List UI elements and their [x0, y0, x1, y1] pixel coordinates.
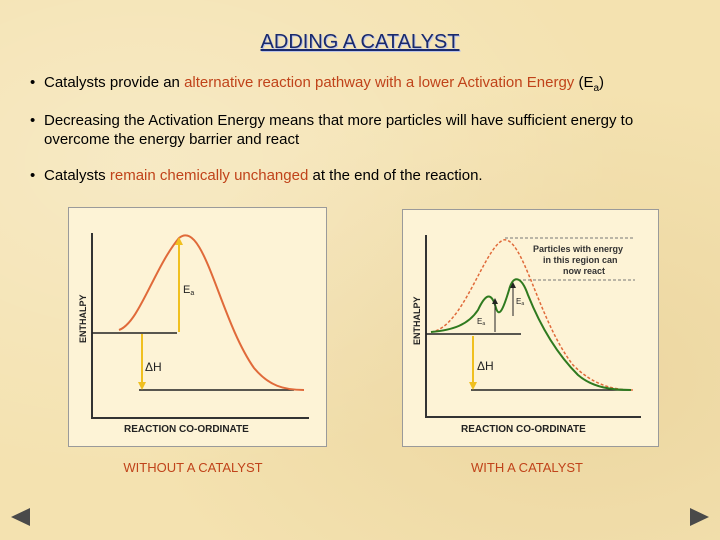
highlight-text: remain chemically unchanged	[109, 167, 309, 184]
x-axis-label: REACTION CO-ORDINATE	[124, 424, 249, 435]
ea-second-arrow-head	[510, 282, 516, 288]
bullet-1: • Catalysts provide an alternative react…	[30, 74, 605, 94]
x-axis-label: REACTION CO-ORDINATE	[461, 424, 586, 435]
highlight-text: alternative reaction pathway with a lowe…	[184, 74, 575, 91]
dh-label: ΔH	[477, 359, 494, 373]
diagram-without-catalyst: ENTHALPY REACTION CO-ORDINATE Ea ΔH	[68, 207, 327, 447]
energy-profile-uncatalysed: ENTHALPY REACTION CO-ORDINATE Ea ΔH	[78, 233, 309, 435]
y-axis-label: ENTHALPY	[412, 296, 422, 345]
note-line-3: now react	[563, 266, 605, 276]
ea-label-second: Ea	[516, 297, 524, 307]
dh-arrow-head	[469, 382, 477, 390]
bullet-dot: •	[30, 74, 36, 91]
ea-arrow-head	[175, 237, 183, 245]
catalysed-curve	[430, 278, 632, 391]
bullet-2: • Decreasing the Activation Energy means…	[30, 112, 634, 148]
triangle-left-icon[interactable]	[11, 508, 30, 526]
slide-title: ADDING A CATALYST	[260, 31, 460, 53]
dh-label: ΔH	[145, 360, 162, 374]
ea-small-arrow-head	[492, 298, 498, 304]
energy-profile-catalysed: ENTHALPY REACTION CO-ORDINATE Ea Ea ΔH P…	[412, 235, 641, 435]
diagram-with-catalyst: ENTHALPY REACTION CO-ORDINATE Ea Ea ΔH P…	[402, 209, 659, 447]
bullet-dot: •	[30, 112, 36, 129]
bullet-dot: •	[30, 167, 36, 184]
note-line-1: Particles with energy	[533, 244, 623, 254]
uncatalysed-curve-dashed	[430, 239, 634, 391]
uncatalysed-curve	[118, 234, 305, 391]
triangle-right-icon[interactable]	[690, 508, 709, 526]
bullet-3: • Catalysts remain chemically unchanged …	[30, 167, 483, 184]
ea-label: Ea	[183, 284, 194, 297]
dh-arrow-head	[138, 382, 146, 390]
y-axis-label: ENTHALPY	[78, 294, 88, 343]
caption-without-catalyst: WITHOUT A CATALYST	[123, 460, 263, 475]
ea-label-catalysed: Ea	[477, 317, 485, 327]
caption-with-catalyst: WITH A CATALYST	[471, 460, 583, 475]
note-line-2: in this region can	[543, 255, 618, 265]
